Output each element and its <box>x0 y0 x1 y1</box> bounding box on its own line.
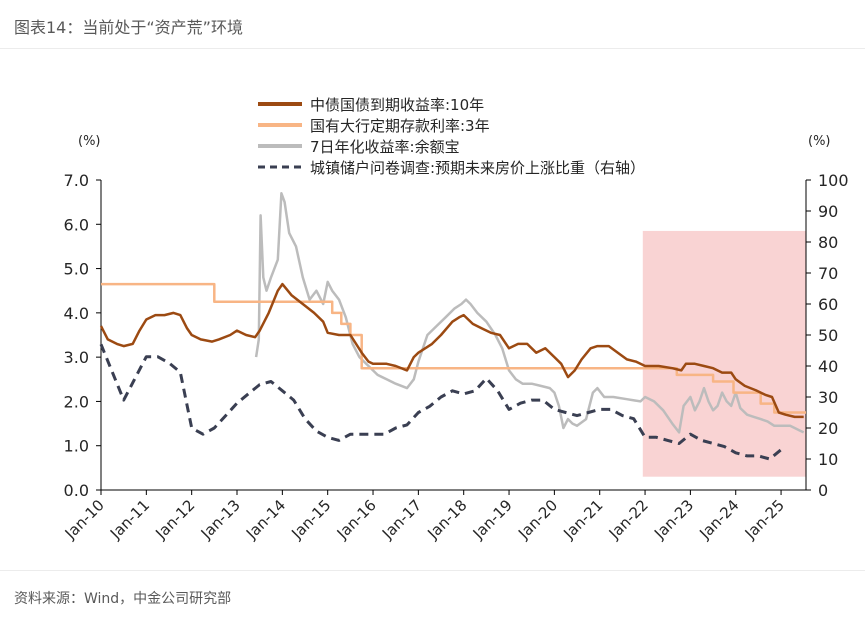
x-tick-label: Jan-12 <box>151 496 198 543</box>
x-tick-label: Jan-15 <box>287 496 334 543</box>
x-tick-label: Jan-24 <box>695 496 742 543</box>
right-tick-label: 0 <box>818 481 828 500</box>
right-tick-label: 30 <box>818 388 838 407</box>
x-tick-label: Jan-22 <box>605 496 652 543</box>
x-tick-label: Jan-17 <box>378 496 425 543</box>
series-line-1 <box>101 282 806 414</box>
x-tick-label: Jan-20 <box>514 496 561 543</box>
left-tick-label: 5.0 <box>64 260 89 279</box>
figure-caption: 图表14：当前处于“资产荒”环境 <box>14 18 243 37</box>
series-line-2 <box>254 192 805 434</box>
right-tick-label: 60 <box>818 295 838 314</box>
caption-divider <box>0 48 865 49</box>
right-axis-unit: (%) <box>808 134 831 149</box>
x-tick-label: Jan-10 <box>61 496 108 543</box>
x-tick-label: Jan-16 <box>333 496 380 543</box>
right-tick-label: 50 <box>818 326 838 345</box>
left-axis-unit: (%) <box>78 134 101 149</box>
right-tick-label: 10 <box>818 450 838 469</box>
series-lines <box>99 192 806 461</box>
x-tick-label: Jan-18 <box>423 496 470 543</box>
left-tick-label: 4.0 <box>64 304 89 323</box>
x-tick-label: Jan-25 <box>741 496 788 543</box>
x-tick-label: Jan-21 <box>559 496 606 543</box>
series-line-0 <box>99 282 804 419</box>
left-axis-ticks: 0.0 1.0 2.0 3.0 4.0 5.0 6.0 7.0 <box>64 171 101 500</box>
x-tick-label: Jan-19 <box>469 496 516 543</box>
right-tick-label: 40 <box>818 357 838 376</box>
series-line-3 <box>99 343 783 461</box>
left-tick-label: 1.0 <box>64 437 89 456</box>
x-axis-ticks: Jan-10Jan-11Jan-12Jan-13Jan-14Jan-15Jan-… <box>61 490 788 543</box>
source-divider <box>0 570 865 571</box>
left-tick-label: 2.0 <box>64 392 89 411</box>
right-tick-label: 20 <box>818 419 838 438</box>
right-tick-label: 80 <box>818 233 838 252</box>
left-tick-label: 7.0 <box>64 171 89 190</box>
highlight-region <box>642 230 806 477</box>
x-tick-label: Jan-23 <box>650 496 697 543</box>
legend-label-1: 国有大行定期存款利率:3年 <box>310 117 490 135</box>
right-tick-label: 100 <box>818 171 849 190</box>
left-tick-label: 3.0 <box>64 348 89 367</box>
chart: 0.0 1.0 2.0 3.0 4.0 5.0 6.0 7.0 0 10 20 30 40 50 60 70… <box>61 96 849 543</box>
left-tick-label: 0.0 <box>64 481 89 500</box>
right-tick-label: 90 <box>818 202 838 221</box>
x-tick-label: Jan-11 <box>106 496 153 543</box>
legend-label-2: 7日年化收益率:余额宝 <box>310 138 460 156</box>
x-tick-label: Jan-13 <box>197 496 244 543</box>
right-tick-label: 70 <box>818 264 838 283</box>
legend-label-3: 城镇储户问卷调查:预期未来房价上涨比重（右轴） <box>310 159 645 177</box>
right-axis-ticks: 0 10 20 30 40 50 60 70 80 90 100 <box>806 171 849 500</box>
x-tick-label: Jan-14 <box>242 496 289 543</box>
legend-label-0: 中债国债到期收益率:10年 <box>310 96 484 114</box>
source-note: 资料来源：Wind，中金公司研究部 <box>14 591 232 607</box>
left-tick-label: 6.0 <box>64 215 89 234</box>
